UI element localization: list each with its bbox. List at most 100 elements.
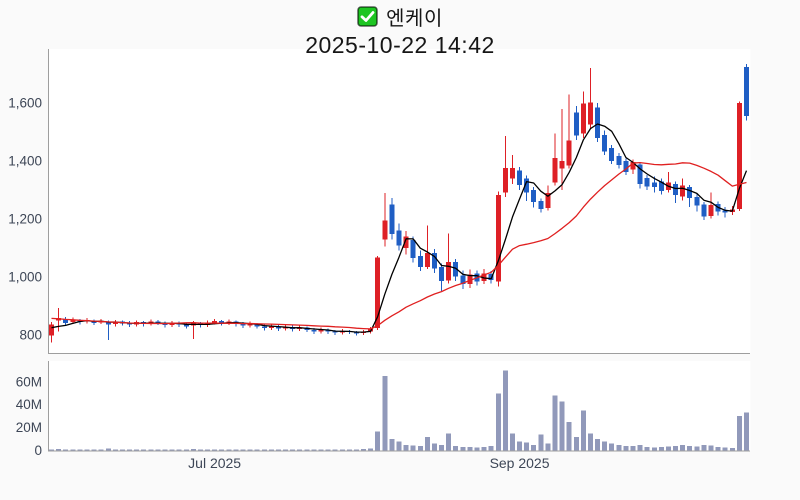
candle-up [49,324,54,336]
volume-bar [559,401,565,451]
price-axis-label: 800 [19,328,42,343]
candle-up [247,324,253,326]
volume-bar [205,449,210,451]
volume-bar [290,449,296,451]
ma-long-line [51,161,747,330]
volume-bar [77,449,83,451]
candle-down [538,201,544,209]
candle-up [510,168,515,179]
volume-bar [155,449,161,451]
volume-bar [325,449,331,451]
candle-up [708,205,714,217]
volume-bar [127,449,132,451]
candle-down [240,324,246,326]
candle-down [701,204,707,217]
candle-up [467,274,473,284]
volume-bar [616,444,622,451]
candle-up [382,220,388,240]
candle-down [254,324,260,327]
volume-bar [311,449,317,451]
candle-down [524,178,530,193]
candle-down [183,324,189,327]
volume-bar [240,449,246,451]
candle-up [446,261,452,281]
volume-bar [219,449,225,451]
candle-down [410,239,416,258]
volume-bar [701,444,707,451]
volume-bar [524,442,530,451]
volume-bar [538,434,544,451]
volume-bar [637,444,643,451]
volume-bar [708,445,714,451]
volume-bar [744,412,749,451]
candle-up [680,185,686,197]
candle-up [70,319,76,322]
volume-bar [190,449,196,451]
volume-bar [495,393,501,451]
candle-down [311,329,317,332]
volume-bar [49,449,54,451]
candle-down [63,318,69,323]
volume-axis-label: 0 [34,443,42,458]
volume-plot-area [48,361,751,451]
volume-bar [453,445,459,451]
volume-bar [517,441,522,451]
volume-bar [566,421,572,451]
candle-down [261,326,267,328]
candle-down [276,326,281,329]
volume-bar [297,449,303,451]
candle-up [375,257,381,328]
volume-bar [396,441,402,451]
candle-down [637,164,643,185]
candle-down [687,187,693,199]
volume-bar [56,448,62,451]
volume-bar [183,449,189,451]
volume-bar [510,433,515,451]
volume-bar [268,449,274,451]
candle-down [219,321,225,324]
volume-bar [318,449,324,451]
candle-up [552,158,558,183]
candle-down [673,184,678,196]
volume-bar [247,449,253,451]
candle-down [432,253,437,269]
volume-bar [658,447,664,451]
candle-down [517,170,522,185]
candle-down [658,181,664,192]
candle-up [495,194,501,282]
price-axis-label: 1,000 [8,270,42,285]
candle-up [481,273,487,281]
candle-up [630,162,636,170]
volume-bar [460,447,466,451]
volume-bar [233,449,239,451]
candle-down [595,107,600,138]
candle-down [105,321,111,325]
volume-bar [488,445,494,451]
volume-bar [70,449,76,451]
volume-bar [666,446,671,451]
volume-axis-label: 40M [16,397,42,412]
x-axis-month-label: Jul 2025 [188,455,241,471]
volume-bar [715,447,721,451]
volume-bar [410,445,416,451]
x-axis-month-label: Sep 2025 [490,455,550,471]
volume-bar [602,441,608,451]
candle-up [580,103,586,134]
volume-bar [176,449,182,451]
price-axis-label: 1,400 [8,154,42,169]
candle-down [644,177,650,187]
volume-bar [673,445,678,451]
candle-down [439,266,444,282]
volume-bar [474,447,480,451]
candle-up [318,329,324,332]
price-axis-label: 1,200 [8,212,42,227]
volume-bar [339,449,345,451]
candle-down [332,331,338,333]
candle-up [268,326,274,328]
volume-bar [91,449,97,451]
volume-bar [389,439,395,451]
volume-bar [120,449,125,451]
volume-bar [432,443,437,451]
candle-down [389,204,395,235]
